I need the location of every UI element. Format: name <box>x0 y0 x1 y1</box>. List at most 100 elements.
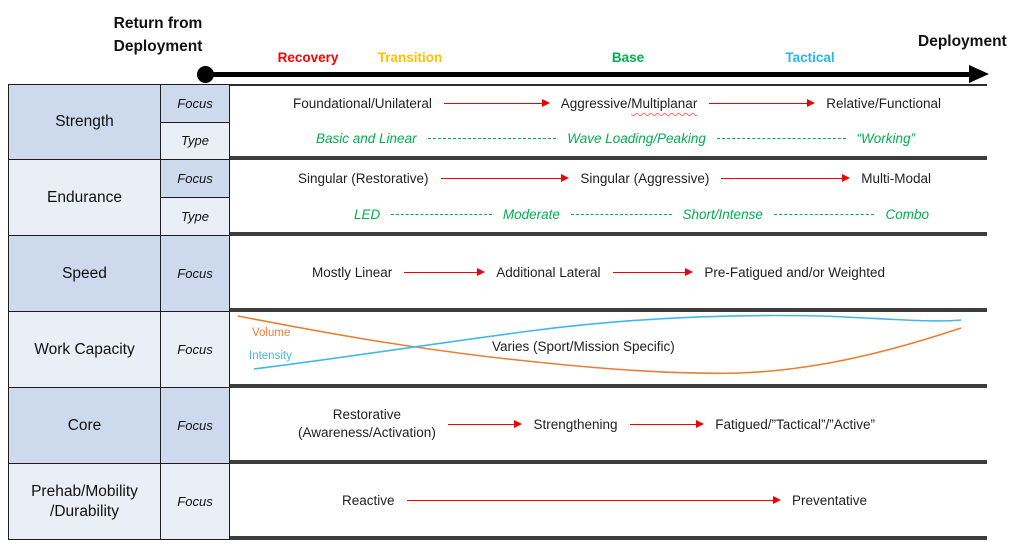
endurance-type-row: LED Moderate Short/Intense Combo <box>230 196 987 232</box>
phase-label-recovery: Recovery <box>277 50 339 65</box>
red-arrow-icon <box>404 267 486 276</box>
category-label-line1: Prehab/Mobility <box>31 483 138 501</box>
type-item: Combo <box>885 206 929 222</box>
band-strength: Strength Focus Type Foundational/Unilate… <box>8 84 987 160</box>
red-arrow-icon <box>406 495 782 504</box>
prehab-focus-label-cell: Focus <box>160 464 230 540</box>
focus-label: Focus <box>177 266 213 281</box>
red-arrow-icon <box>443 99 550 108</box>
type-item: LED <box>354 206 381 222</box>
focus-item: Aggressive/Multiplanar <box>561 96 698 111</box>
periodization-table: Strength Focus Type Foundational/Unilate… <box>8 84 987 540</box>
endurance-subcolumn: Focus Type <box>160 160 230 236</box>
type-item: Basic and Linear <box>316 131 417 146</box>
focus-item: Mostly Linear <box>312 264 393 280</box>
focus-item-line1: Restorative <box>332 406 402 422</box>
type-label: Type <box>181 133 209 149</box>
timeline-line <box>205 72 971 77</box>
speed-subcolumn: Focus <box>160 236 230 312</box>
focus-item-text: Aggressive/ <box>560 96 632 111</box>
red-arrow-icon <box>721 173 851 182</box>
strength-content: Foundational/Unilateral Aggressive/Multi… <box>230 84 987 160</box>
prehab-focus-row: Reactive Preventative <box>230 464 987 536</box>
category-cell-prehab: Prehab/Mobility /Durability <box>8 464 160 540</box>
green-dashed-connector <box>716 138 846 139</box>
band-prehab-mobility-durability: Prehab/Mobility /Durability Focus Reacti… <box>8 464 987 540</box>
category-label: Strength <box>55 113 114 131</box>
core-subcolumn: Focus <box>160 388 230 464</box>
focus-item: Multi-Modal <box>861 170 931 186</box>
focus-item: Singular (Restorative) <box>298 170 429 186</box>
focus-item: Strengthening <box>533 416 618 432</box>
red-arrow-icon <box>440 173 570 182</box>
endurance-focus-row: Singular (Restorative) Singular (Aggress… <box>230 160 987 196</box>
work-capacity-center-text: Varies (Sport/Mission Specific) <box>492 339 675 354</box>
focus-label: Focus <box>177 494 213 509</box>
band-speed: Speed Focus Mostly Linear Additional Lat… <box>8 236 987 312</box>
type-item: Short/Intense <box>682 206 763 222</box>
return-label-line2: Deployment <box>113 38 203 56</box>
category-label: Endurance <box>47 188 122 206</box>
focus-label: Focus <box>177 171 213 186</box>
volume-label: Volume <box>252 327 291 339</box>
focus-label: Focus <box>177 418 213 433</box>
focus-item: Relative/Functional <box>826 96 942 111</box>
category-cell-core: Core <box>8 388 160 464</box>
category-cell-strength: Strength <box>8 84 160 160</box>
volume-intensity-curves <box>237 314 962 375</box>
green-dashed-connector <box>427 138 557 139</box>
strength-type-row: Basic and Linear Wave Loading/Peaking “W… <box>230 121 987 156</box>
focus-item-line2: (Awareness/Activation) <box>298 425 436 440</box>
work-capacity-content: Volume Intensity Varies (Sport/Mission S… <box>230 312 987 388</box>
intensity-label: Intensity <box>249 350 292 362</box>
core-focus-row: Restorative (Awareness/Activation) Stren… <box>230 388 987 460</box>
focus-item: Singular (Aggressive) <box>580 170 710 186</box>
timeline-arrowhead-icon <box>969 65 989 83</box>
category-label: Speed <box>62 264 107 282</box>
volume-curve <box>237 315 962 375</box>
strength-subcolumn: Focus Type <box>160 84 230 160</box>
category-label-line2: /Durability <box>50 502 119 520</box>
band-work-capacity: Work Capacity Focus Volume Intensity <box>8 312 987 388</box>
focus-item: Reactive <box>342 492 395 508</box>
phase-label-base: Base <box>611 50 645 65</box>
prehab-content: Reactive Preventative <box>230 464 987 540</box>
spellcheck-underlined-text: Multiplanar <box>631 96 698 111</box>
speed-focus-label-cell: Focus <box>160 236 230 312</box>
speed-content: Mostly Linear Additional Lateral Pre-Fat… <box>230 236 987 312</box>
focus-item: Foundational/Unilateral <box>293 96 432 111</box>
focus-item: Fatigued/”Tactical”/”Active” <box>715 416 876 432</box>
strength-focus-label-cell: Focus <box>160 84 230 123</box>
core-content: Restorative (Awareness/Activation) Stren… <box>230 388 987 464</box>
intensity-curve <box>253 314 962 370</box>
speed-focus-row: Mostly Linear Additional Lateral Pre-Fat… <box>230 236 987 308</box>
work-capacity-focus-label-cell: Focus <box>160 312 230 388</box>
phase-label-tactical: Tactical <box>785 50 835 65</box>
red-arrow-icon <box>709 99 816 108</box>
endurance-focus-label-cell: Focus <box>160 160 230 198</box>
return-from-deployment-label: Return from Deployment <box>78 12 238 59</box>
category-label: Prehab/Mobility /Durability <box>31 482 138 521</box>
category-cell-endurance: Endurance <box>8 160 160 236</box>
category-cell-speed: Speed <box>8 236 160 312</box>
strength-focus-row: Foundational/Unilateral Aggressive/Multi… <box>230 86 987 121</box>
category-cell-work-capacity: Work Capacity <box>8 312 160 388</box>
return-label-line1: Return from <box>113 15 203 32</box>
band-endurance: Endurance Focus Type Singular (Restorati… <box>8 160 987 236</box>
band-core: Core Focus Restorative (Awareness/Activa… <box>8 388 987 464</box>
category-label: Work Capacity <box>34 340 135 358</box>
type-label: Type <box>181 209 209 224</box>
deployment-label: Deployment <box>918 33 1007 50</box>
green-dashed-connector <box>570 213 672 215</box>
prehab-subcolumn: Focus <box>160 464 230 540</box>
core-focus-label-cell: Focus <box>160 388 230 464</box>
category-label: Core <box>67 416 102 434</box>
red-arrow-icon <box>629 419 704 428</box>
green-dashed-connector <box>773 213 875 215</box>
focus-item: Additional Lateral <box>496 264 601 280</box>
focus-item: Pre-Fatigued and/or Weighted <box>704 264 886 280</box>
red-arrow-icon <box>447 419 523 428</box>
focus-item: Preventative <box>791 492 867 508</box>
focus-label: Focus <box>177 342 213 357</box>
